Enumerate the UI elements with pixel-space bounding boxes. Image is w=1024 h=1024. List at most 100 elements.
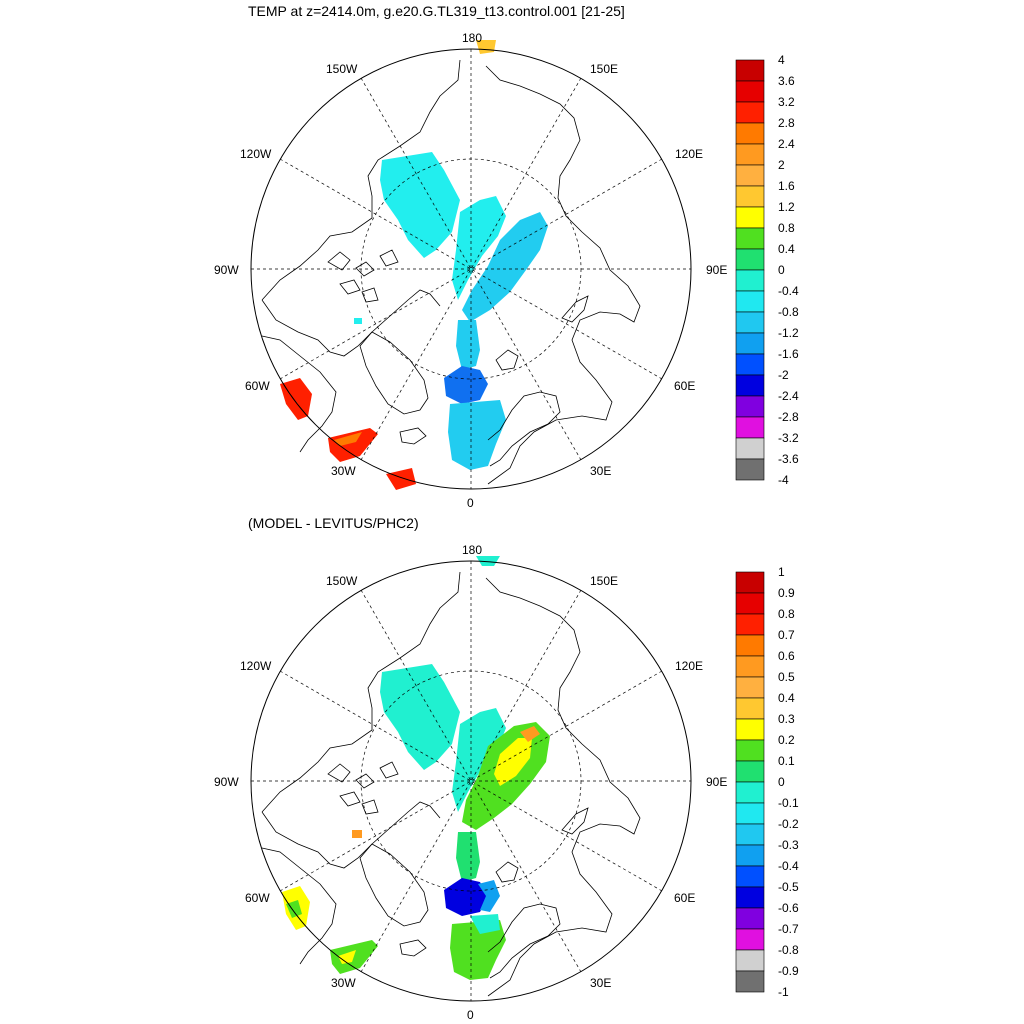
lon-label-0: 0 — [467, 496, 474, 510]
lon-label-30w: 30W — [331, 976, 356, 990]
colorbar-swatch — [735, 697, 765, 720]
colorbar-swatch — [735, 592, 765, 615]
field-region-cyan-north — [380, 152, 460, 258]
colorbar-tick-label: 0.7 — [778, 628, 795, 642]
panel-bottom-map-border — [250, 560, 692, 1002]
colorbar-swatch — [735, 206, 765, 229]
field-region-top-cyan — [476, 556, 500, 566]
colorbar-tick-label: -1 — [778, 985, 789, 999]
colorbar-tick-label: -3.6 — [778, 452, 799, 466]
panel-bottom-lon-labels: 180 0 90W 90E 150W 150E 120W 120E 60W 60… — [214, 543, 727, 1022]
colorbar-tick-label: 2 — [778, 158, 785, 172]
colorbar-tick-label: -0.3 — [778, 838, 799, 852]
colorbar-swatch — [735, 290, 765, 313]
colorbar-tick-label: 3.2 — [778, 95, 795, 109]
colorbar-swatch — [735, 865, 765, 888]
colorbar-swatch — [735, 395, 765, 418]
colorbar-swatch — [735, 269, 765, 292]
colorbar-swatch — [735, 823, 765, 846]
meridian-120w-60e — [279, 670, 663, 892]
colorbar-tick-label: 0.3 — [778, 712, 795, 726]
panel-top-colorbar: 4 3.6 3.2 2.8 2.4 2 1.6 1.2 0.8 0.4 0 -0.4 -0.8 -1.2 -… — [735, 53, 799, 487]
colorbar-swatch — [735, 353, 765, 376]
colorbar-tick-label: -2.8 — [778, 410, 799, 424]
colorbar-tick-label: 1 — [778, 565, 785, 579]
colorbar-swatch — [735, 437, 765, 460]
meridian-150e-30w — [360, 77, 582, 461]
coastline-novaya-zemlya — [561, 807, 589, 835]
field-region-cyan-north — [380, 664, 460, 770]
colorbar-tick-label: 0.9 — [778, 586, 795, 600]
lon-label-180: 180 — [462, 31, 482, 45]
colorbar-swatch — [735, 122, 765, 145]
lon-label-30e: 30E — [590, 464, 611, 478]
panel-bottom-graticule — [251, 561, 691, 1001]
colorbar-tick-label: 1.2 — [778, 200, 795, 214]
colorbar-swatch — [735, 374, 765, 397]
colorbar-swatch — [735, 143, 765, 166]
colorbar-tick-label: -2 — [778, 368, 789, 382]
colorbar-swatch — [735, 80, 765, 103]
field-region-top-yellow — [476, 40, 496, 54]
colorbar-tick-label: 0.4 — [778, 242, 795, 256]
panel-bottom: (MODEL - LEVITUS/PHC2) — [214, 515, 799, 1022]
coastline-archipelago — [327, 249, 399, 303]
lon-label-150w: 150W — [326, 62, 358, 76]
lon-label-120w: 120W — [240, 147, 272, 161]
colorbar-tick-label: 2.4 — [778, 137, 795, 151]
meridian-120w-60e — [279, 158, 663, 380]
lon-label-150e: 150E — [590, 62, 618, 76]
field-region-channel — [456, 320, 480, 370]
lon-label-120e: 120E — [675, 659, 703, 673]
lon-label-60e: 60E — [674, 379, 695, 393]
coastline-greenland — [359, 331, 429, 415]
panel-top: TEMP at z=2414.0m, g.e20.G.TL319_t13.con… — [214, 3, 799, 510]
colorbar-tick-label: 3.6 — [778, 74, 795, 88]
lon-label-90w: 90W — [214, 263, 239, 277]
field-region-lower — [448, 400, 506, 470]
lon-label-120w: 120W — [240, 659, 272, 673]
lon-label-60w: 60W — [245, 891, 270, 905]
colorbar-tick-label: -4 — [778, 473, 789, 487]
colorbar-swatch — [735, 676, 765, 699]
colorbar-tick-label: 0.4 — [778, 691, 795, 705]
colorbar-tick-label: 4 — [778, 53, 785, 67]
lon-label-180: 180 — [462, 543, 482, 557]
field-region-blue-ridge — [462, 212, 548, 322]
field-region-dark-blue — [444, 366, 488, 404]
colorbar-tick-label: 0.2 — [778, 733, 795, 747]
coastline-eurasia — [485, 65, 641, 485]
colorbar-swatch — [735, 907, 765, 930]
coastline-archipelago — [327, 761, 399, 815]
field-region-red-30w-b — [386, 468, 416, 490]
colorbar-swatch — [735, 844, 765, 867]
colorbar-swatch — [735, 248, 765, 271]
field-region-blue-rim — [478, 880, 500, 912]
lon-label-120e: 120E — [675, 147, 703, 161]
panel-top-graticule — [251, 49, 691, 489]
colorbar-tick-label: 0.1 — [778, 754, 795, 768]
field-region-lower-cyan — [470, 914, 500, 934]
colorbar-swatch — [735, 634, 765, 657]
colorbar-swatch — [735, 311, 765, 334]
lon-label-90e: 90E — [706, 775, 727, 789]
coastline-eurasia — [485, 577, 641, 997]
colorbar-tick-label: -1.2 — [778, 326, 799, 340]
panel-bottom-colorbar: 1 0.9 0.8 0.7 0.6 0.5 0.4 0.3 0.2 0.1 0 -0.1 -0.2 -0.… — [735, 565, 799, 999]
coastline-svalbard — [495, 349, 519, 371]
colorbar-swatch — [735, 781, 765, 804]
colorbar-tick-label: -0.2 — [778, 817, 799, 831]
coastline-labrador — [261, 335, 337, 453]
coastline-north-america — [261, 571, 461, 869]
panel-top-coastlines — [261, 59, 641, 485]
field-region-dark-blue — [444, 878, 488, 916]
colorbar-tick-label: 0.8 — [778, 221, 795, 235]
field-region-30w-patch — [330, 940, 378, 974]
colorbar-tick-label: -0.4 — [778, 859, 799, 873]
coastline-scandinavia — [487, 391, 561, 467]
coastline-scandinavia — [487, 903, 561, 979]
field-region-30w-patch-yellow — [338, 950, 356, 964]
colorbar-swatch — [735, 760, 765, 783]
field-region-channel — [456, 832, 480, 882]
